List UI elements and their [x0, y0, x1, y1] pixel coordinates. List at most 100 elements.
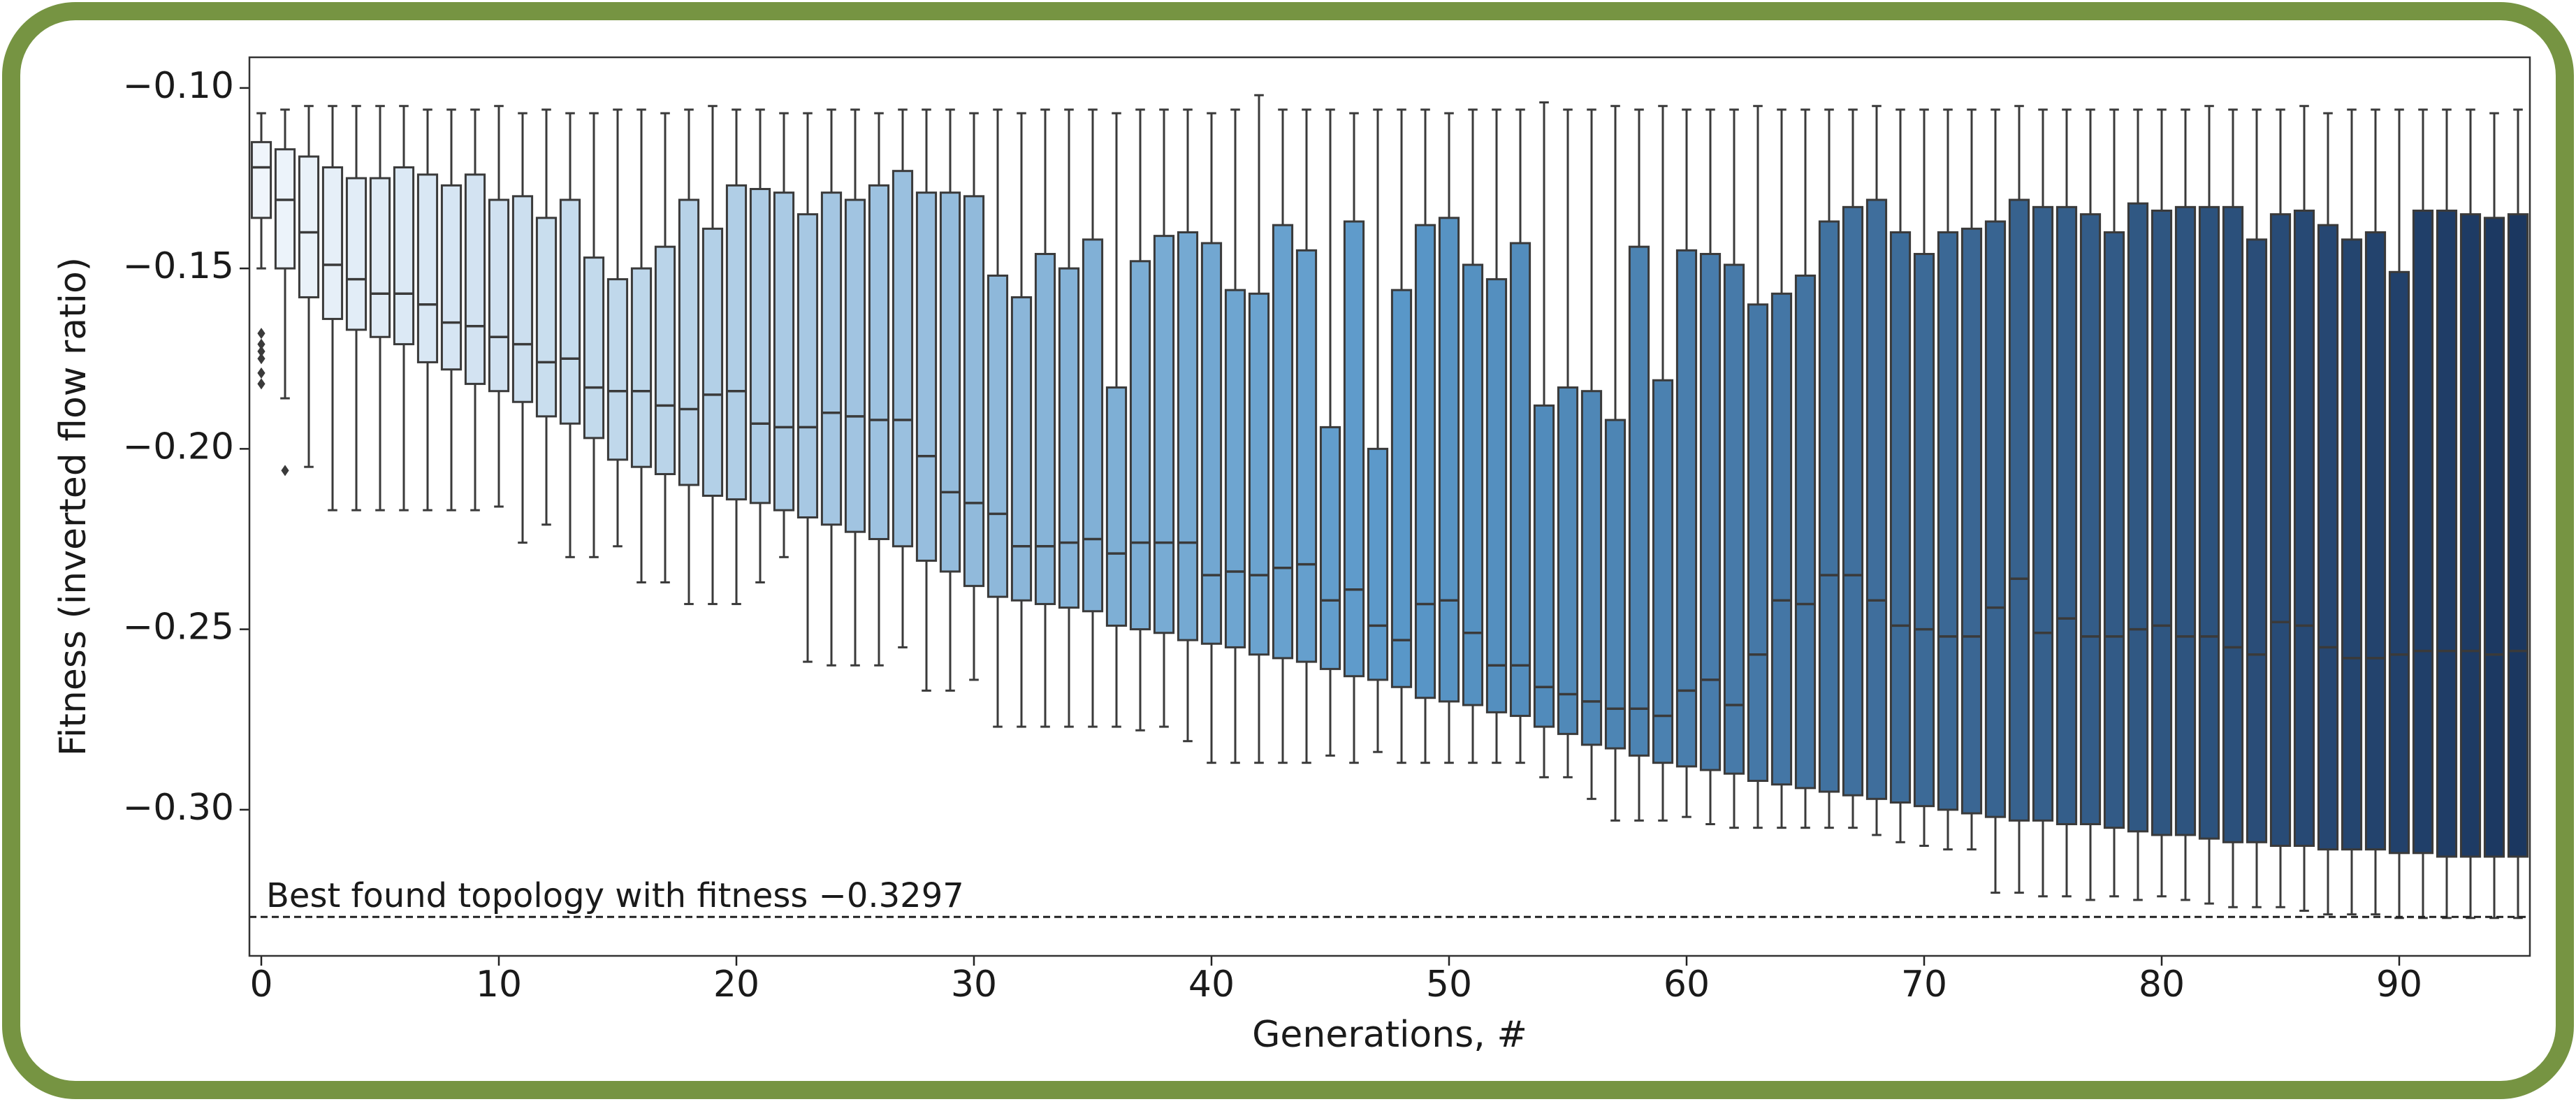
y-tick-label: −0.20: [123, 426, 234, 467]
box-group: [2412, 108, 2434, 920]
box: [915, 191, 938, 562]
box: [2436, 209, 2458, 858]
box: [321, 166, 344, 320]
box-group: [2127, 108, 2149, 901]
box: [1105, 386, 1128, 627]
box: [1984, 220, 2007, 818]
box: [820, 191, 843, 526]
box-group: [2103, 108, 2125, 898]
box-group: [1438, 112, 1460, 764]
box-group: [2151, 108, 2173, 898]
box: [1200, 242, 1223, 645]
reference-label: Best found topology with fitness −0.3297: [266, 876, 964, 915]
box: [773, 191, 795, 511]
box-group: [1153, 108, 1175, 728]
box-group: [1224, 108, 1246, 764]
box: [1960, 227, 1983, 815]
box-group: [1818, 108, 1840, 829]
box: [1580, 390, 1603, 746]
box: [1533, 404, 1555, 728]
box-group: [511, 112, 534, 544]
box-group: [868, 112, 890, 667]
box-group: [796, 112, 819, 663]
box-group: [844, 108, 866, 667]
box: [1177, 231, 1199, 641]
box: [559, 198, 581, 425]
box: [2079, 213, 2102, 825]
plot-area-border: [248, 56, 2531, 957]
box-group: [1390, 108, 1413, 764]
box-group: [1652, 105, 1674, 822]
box: [1248, 292, 1270, 656]
box-group: [1557, 108, 1579, 778]
box-group: [250, 112, 272, 270]
box-group: [1462, 108, 1484, 764]
box: [535, 217, 558, 418]
box: [2055, 205, 2078, 825]
box: [2032, 205, 2054, 822]
box: [1272, 224, 1294, 660]
box-group: [2483, 112, 2505, 920]
box: [2293, 209, 2315, 847]
box-group: [2388, 108, 2410, 920]
box-group: [1010, 112, 1033, 728]
box: [844, 198, 866, 533]
y-axis-title: Fitness (inverted flow ratio): [52, 257, 94, 756]
box-group: [1343, 112, 1365, 764]
box: [1390, 289, 1413, 688]
box-group: [440, 108, 463, 511]
box-group: [321, 105, 344, 511]
box: [1438, 217, 1460, 703]
box: [1129, 260, 1151, 631]
box-group: [1723, 108, 1745, 829]
box: [868, 184, 890, 540]
box-group: [678, 108, 700, 605]
box-group: [1034, 108, 1056, 728]
box: [1937, 231, 1959, 811]
box: [630, 267, 653, 468]
box: [1652, 379, 1674, 764]
box-group: [1984, 108, 2007, 894]
x-tick-label: 70: [1901, 964, 1947, 1005]
box-group: [1272, 108, 1294, 764]
box: [1628, 245, 1650, 757]
outlier: [281, 465, 289, 477]
box: [1224, 289, 1246, 648]
box-group: [1509, 108, 1531, 764]
box-group: [1699, 108, 1722, 825]
box-group: [1794, 108, 1817, 829]
box: [1557, 386, 1579, 735]
x-tick-label: 10: [476, 964, 522, 1005]
box: [606, 278, 629, 461]
box: [2151, 209, 2173, 836]
box: [369, 177, 391, 338]
box: [1153, 235, 1175, 634]
box-group: [416, 108, 439, 511]
box-group: [1319, 108, 1341, 757]
box-group: [1580, 108, 1603, 800]
box: [1462, 263, 1484, 706]
box-group: [2317, 112, 2339, 916]
y-tick-label: −0.25: [123, 607, 234, 648]
box: [939, 191, 961, 573]
box: [701, 227, 724, 497]
box-group: [1414, 108, 1436, 764]
box-group: [820, 108, 843, 667]
box-group: [987, 108, 1009, 728]
box-group: [298, 105, 320, 468]
box-group: [1485, 108, 1508, 764]
box-group: [2507, 108, 2529, 920]
box: [1889, 231, 1912, 804]
box-group: [393, 105, 415, 511]
box: [511, 195, 534, 403]
box-group: [2079, 108, 2102, 901]
outlier: [257, 367, 265, 379]
box: [440, 184, 463, 371]
box-group: [725, 108, 748, 605]
x-tick-label: 0: [249, 964, 272, 1005]
box-group: [773, 112, 795, 558]
box: [1343, 220, 1365, 678]
box-group: [1533, 101, 1555, 778]
